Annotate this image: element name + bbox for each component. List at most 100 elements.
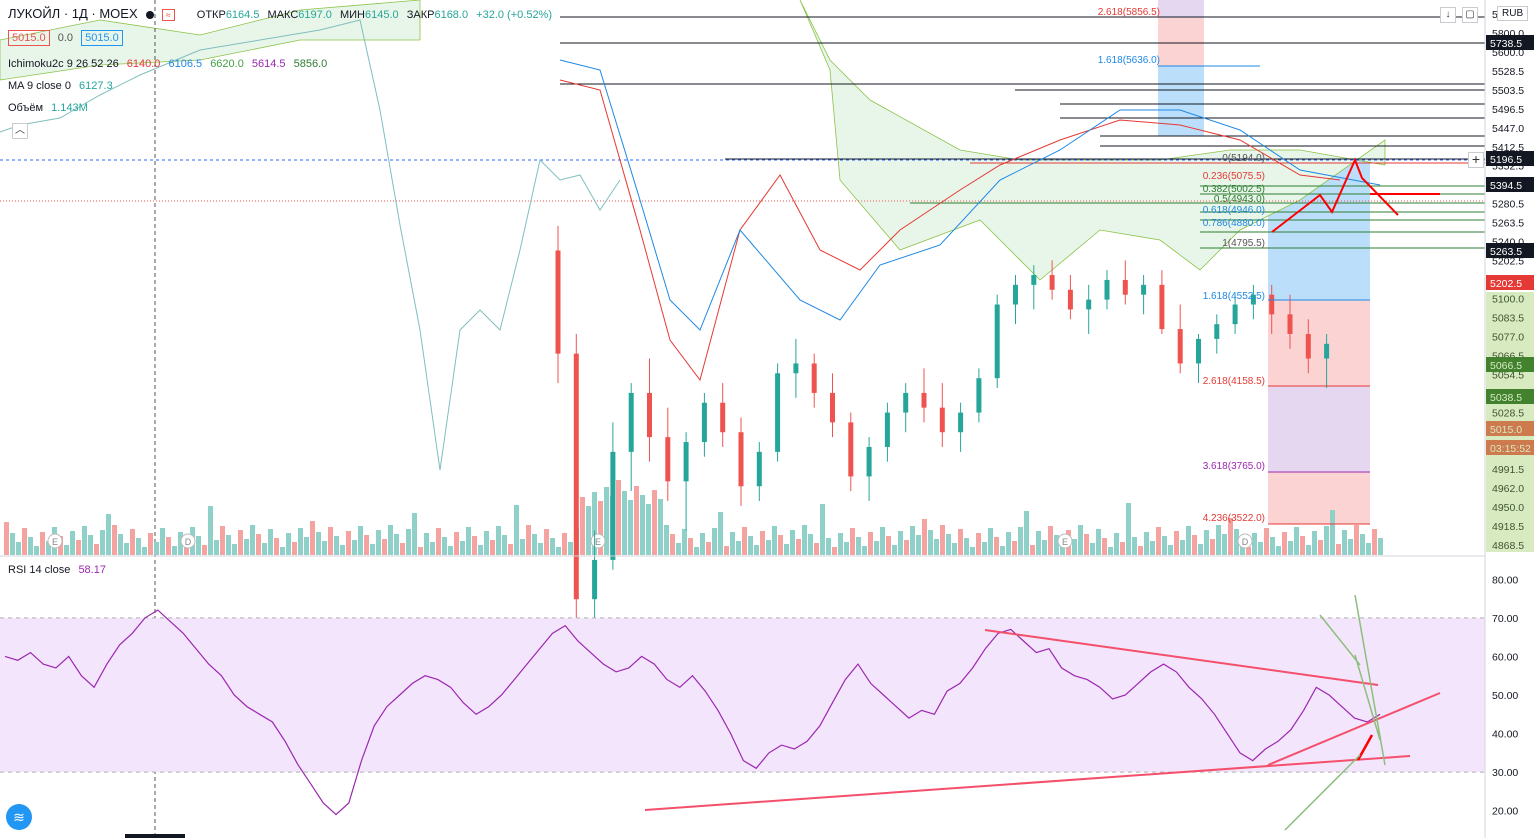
maximize-icon[interactable]: ▢ [1462, 7, 1478, 23]
candle-body [903, 392, 909, 413]
volume-legend[interactable]: Объём 1.143M [8, 102, 93, 114]
compare-icon[interactable]: ≈ [161, 9, 175, 21]
volume-bar [934, 539, 939, 555]
volume-bar [844, 542, 849, 555]
volume-bar [406, 529, 411, 555]
volume-bar [178, 532, 183, 555]
candle-body [738, 432, 744, 487]
volume-bar [1288, 541, 1293, 555]
volume-bar [1372, 529, 1377, 555]
volume-bar [742, 527, 747, 555]
volume-bar [1336, 544, 1341, 555]
candle-body [1122, 279, 1128, 295]
fib-level-label: 2.618(4158.5) [1203, 376, 1265, 387]
volume-bar [1006, 532, 1011, 555]
volume-bar [1186, 526, 1191, 555]
volume-bar [118, 534, 123, 555]
volume-bar [1078, 525, 1083, 555]
candle-body [683, 442, 689, 482]
volume-bar [904, 540, 909, 555]
visibility-icon[interactable] [145, 11, 154, 20]
volume-bar [502, 535, 507, 555]
volume-bar [754, 545, 759, 555]
arrow-down-icon[interactable]: ↓ [1440, 7, 1456, 23]
volume-bar [352, 540, 357, 555]
price-tick-label: 5100.0 [1492, 293, 1524, 305]
fib-zone-top-pink [1158, 18, 1204, 66]
volume-bar [370, 544, 375, 555]
currency-label[interactable]: RUB [1497, 6, 1529, 21]
candle-body [830, 392, 835, 423]
price-tick-label: 4991.5 [1492, 464, 1524, 476]
candle-body [775, 373, 781, 452]
volume-bar [886, 536, 891, 555]
volume-bar [214, 540, 219, 555]
volume-bar [712, 528, 717, 555]
rsi-legend[interactable]: RSI 14 close 58.17 [8, 564, 111, 576]
volume-bar [280, 547, 285, 555]
rsi-trendline-resistance [984, 629, 1379, 686]
volume-bar [208, 506, 213, 555]
price-tick-label: 5202.5 [1492, 256, 1524, 268]
price-tick-label: 5083.5 [1492, 312, 1524, 324]
volume-bar [1012, 541, 1017, 555]
candle-body [573, 353, 579, 600]
rsi-line [4, 609, 1381, 816]
fib-level-label: 1(4795.5) [1222, 238, 1265, 249]
volume-bar [1354, 525, 1359, 555]
volume-bar [376, 530, 381, 555]
event-marker-label: E [52, 537, 58, 547]
ma-legend[interactable]: MA 9 close 0 6127.3 [8, 80, 118, 92]
event-marker [47, 533, 63, 549]
price-badge-bg [1486, 389, 1534, 404]
fib-level-label: 1.618(4552.5) [1203, 291, 1265, 302]
volume-bar [490, 540, 495, 555]
volume-bar [1060, 544, 1065, 555]
volume-bar [136, 538, 141, 555]
volume-bar [1252, 533, 1257, 555]
tradingview-logo-icon[interactable]: ≋ [6, 804, 32, 830]
fib-level-label: 0.382(5002.5) [1203, 184, 1265, 195]
volume-bar [1204, 530, 1209, 555]
candle-body [976, 378, 982, 413]
volume-bar [1294, 527, 1299, 555]
price-tick-label: 4962.0 [1492, 483, 1524, 495]
volume-bar [202, 545, 207, 555]
volume-bar [1048, 526, 1053, 555]
volume-bar [256, 534, 261, 555]
volume-bar [598, 501, 603, 555]
volume-bar [268, 529, 273, 555]
volume-label: Объём [8, 102, 44, 114]
volume-bar [952, 543, 957, 555]
ichimoku-legend[interactable]: Ichimoku2c 9 26 52 26 6140.0 6106.5 6620… [8, 58, 332, 70]
volume-bar [760, 531, 765, 555]
sell-button[interactable]: 5015.0 [8, 30, 50, 46]
volume-bar [94, 544, 99, 555]
candle-body [1141, 284, 1147, 295]
candle-body [647, 392, 652, 438]
volume-bar [220, 526, 225, 555]
crosshair-add-icon[interactable]: + [1468, 152, 1484, 168]
candle-body [1086, 299, 1092, 310]
price-badge-label: 5394.5 [1490, 180, 1522, 192]
volume-bar [124, 543, 129, 555]
volume-bar [148, 533, 153, 555]
volume-bar [28, 537, 33, 555]
volume-bar [778, 535, 783, 555]
volume-bar [1018, 527, 1023, 555]
volume-bar [592, 492, 597, 555]
volume-bar [496, 526, 501, 555]
ohlc-high-label: МАКС [267, 9, 299, 21]
volume-bar [616, 480, 621, 555]
price-badge-bg [1486, 243, 1534, 258]
rsi-tick-label: 70.00 [1492, 613, 1518, 625]
candle-body [1305, 333, 1311, 359]
volume-bar [346, 531, 351, 555]
volume-bar [1090, 543, 1095, 555]
candle-body [555, 250, 561, 354]
candle-body [1159, 284, 1165, 330]
buy-button[interactable]: 5015.0 [81, 30, 123, 46]
volume-bar [292, 542, 297, 555]
collapse-legend-icon[interactable]: ︿ [12, 123, 28, 139]
